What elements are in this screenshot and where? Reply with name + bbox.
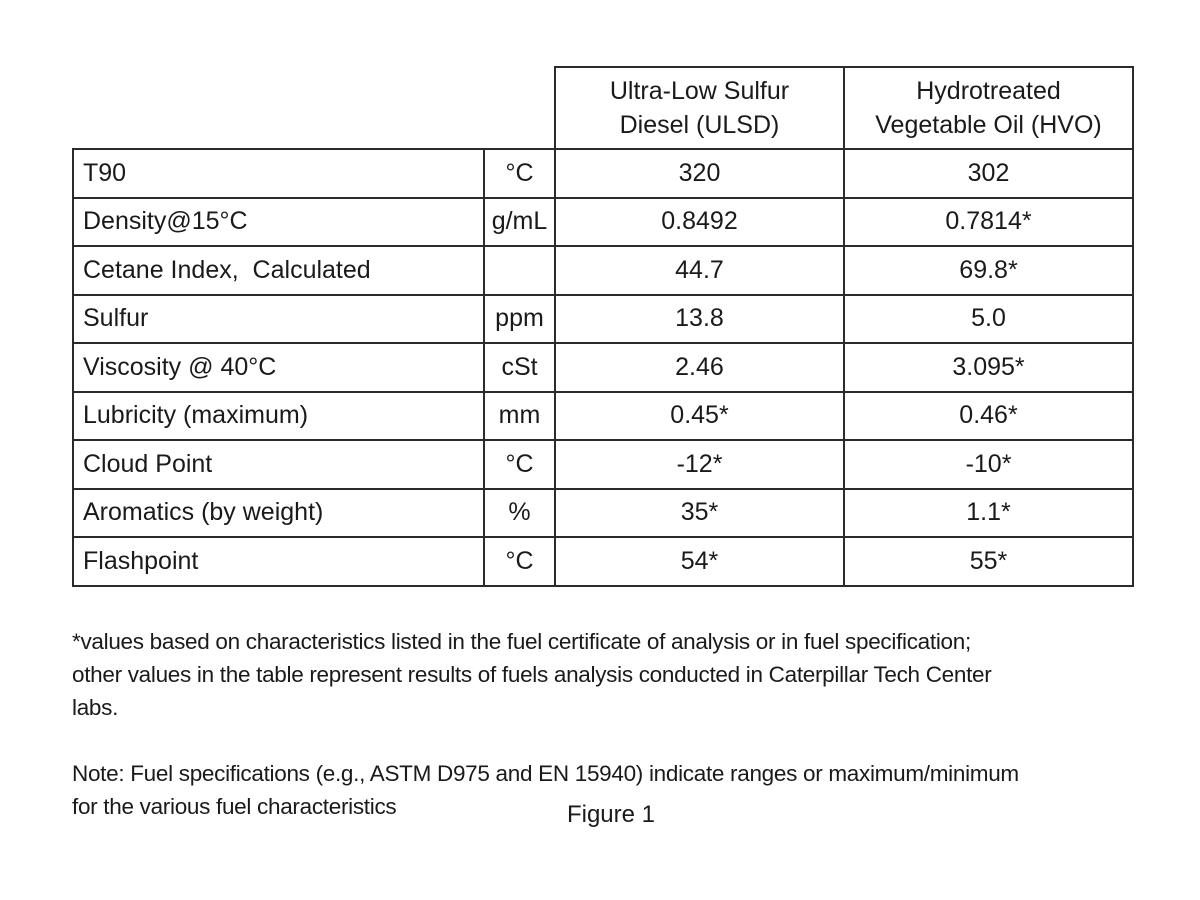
property-label-cell: Density@15°C bbox=[74, 198, 485, 247]
property-label-cell: Sulfur bbox=[74, 295, 485, 344]
property-label-cell: Cetane Index, Calculated bbox=[74, 247, 485, 296]
unit-cell: °C bbox=[485, 150, 556, 199]
hvo-value-cell: 55* bbox=[845, 538, 1134, 587]
property-label-cell: Viscosity @ 40°C bbox=[74, 344, 485, 393]
ulsd-value-cell: 44.7 bbox=[556, 247, 845, 296]
ulsd-value-cell: 320 bbox=[556, 150, 845, 199]
property-label-cell: Cloud Point bbox=[74, 441, 485, 490]
column-header-hvo: Hydrotreated Vegetable Oil (HVO) bbox=[843, 66, 1134, 150]
ulsd-value-cell: -12* bbox=[556, 441, 845, 490]
unit-cell bbox=[485, 247, 556, 296]
unit-cell: mm bbox=[485, 392, 556, 441]
hvo-value-cell: 0.46* bbox=[845, 392, 1134, 441]
ulsd-value-cell: 35* bbox=[556, 489, 845, 538]
unit-cell: g/mL bbox=[485, 198, 556, 247]
property-label-cell: T90 bbox=[74, 150, 485, 199]
unit-cell: % bbox=[485, 489, 556, 538]
asterisk-footnote: *values based on characteristics listed … bbox=[72, 629, 992, 720]
fuel-properties-table: T90 °C 320 302 Density@15°C g/mL 0.8492 … bbox=[72, 148, 1134, 587]
figure-caption: Figure 1 bbox=[566, 801, 656, 828]
hvo-value-cell: -10* bbox=[845, 441, 1134, 490]
hvo-value-cell: 0.7814* bbox=[845, 198, 1134, 247]
unit-cell: cSt bbox=[485, 344, 556, 393]
hvo-value-cell: 5.0 bbox=[845, 295, 1134, 344]
column-header-ulsd: Ultra-Low Sulfur Diesel (ULSD) bbox=[554, 66, 845, 150]
ulsd-value-cell: 13.8 bbox=[556, 295, 845, 344]
hvo-value-cell: 1.1* bbox=[845, 489, 1134, 538]
footnote-block: *values based on characteristics listed … bbox=[72, 592, 1172, 856]
ulsd-value-cell: 0.45* bbox=[556, 392, 845, 441]
hvo-value-cell: 302 bbox=[845, 150, 1134, 199]
hvo-value-cell: 69.8* bbox=[845, 247, 1134, 296]
hvo-value-cell: 3.095* bbox=[845, 344, 1134, 393]
property-label-cell: Flashpoint bbox=[74, 538, 485, 587]
property-label-cell: Aromatics (by weight) bbox=[74, 489, 485, 538]
unit-cell: °C bbox=[485, 538, 556, 587]
ulsd-value-cell: 0.8492 bbox=[556, 198, 845, 247]
unit-cell: °C bbox=[485, 441, 556, 490]
property-label-cell: Lubricity (maximum) bbox=[74, 392, 485, 441]
ulsd-value-cell: 54* bbox=[556, 538, 845, 587]
spec-note: Note: Fuel specifications (e.g., ASTM D9… bbox=[72, 761, 1019, 819]
unit-cell: ppm bbox=[485, 295, 556, 344]
ulsd-value-cell: 2.46 bbox=[556, 344, 845, 393]
